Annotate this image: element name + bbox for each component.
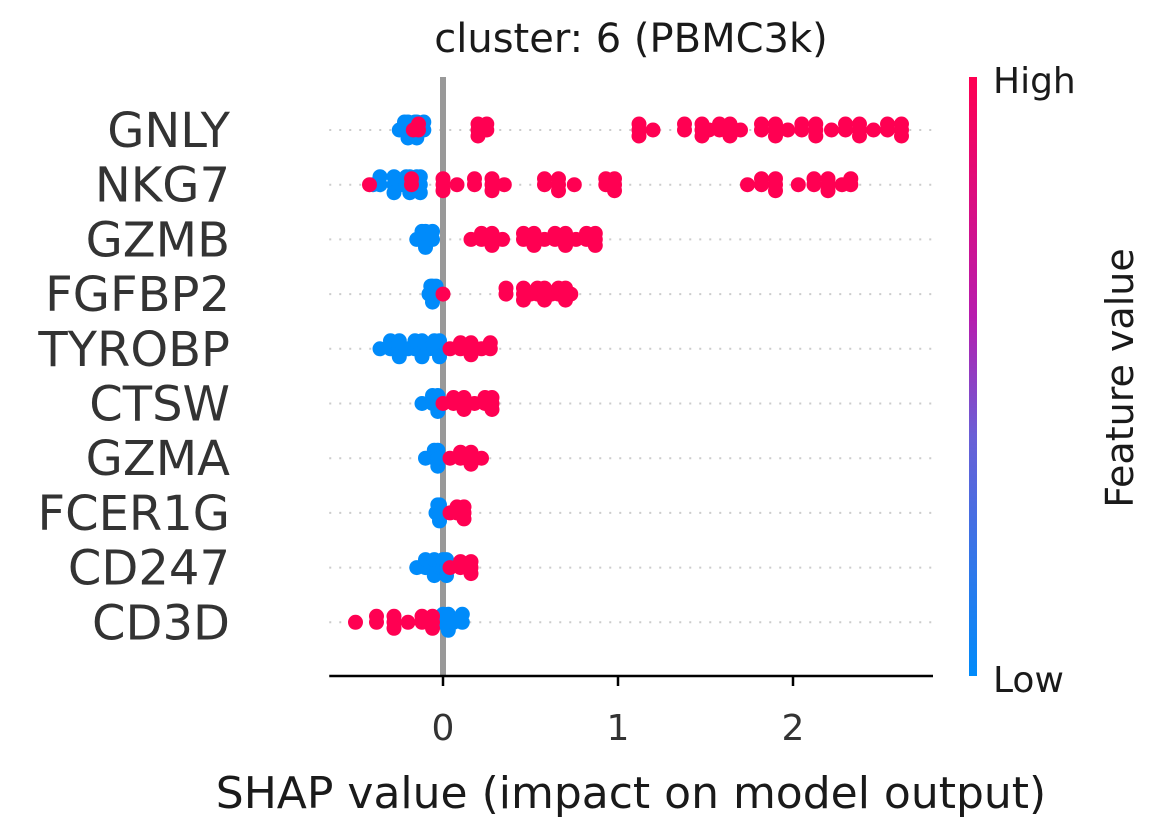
shap-point: [631, 116, 647, 132]
feature-labels: GNLYNKG7GZMBFGFBP2TYROBPCTSWGZMAFCER1GCD…: [37, 103, 230, 651]
shap-point: [551, 183, 566, 199]
shap-point: [496, 177, 512, 193]
colorbar: [969, 77, 977, 676]
shap-point: [733, 122, 748, 138]
shap-point: [404, 171, 419, 187]
shap-point: [482, 335, 498, 351]
shap-point: [425, 620, 440, 636]
shap-point: [435, 286, 451, 302]
shap-point: [587, 237, 603, 253]
shap-point: [880, 116, 895, 132]
shap-point: [754, 116, 769, 132]
shap-point: [432, 333, 447, 349]
chart-title: cluster: 6 (PBMC3k): [434, 16, 828, 62]
shap-point: [894, 116, 909, 132]
shap-point: [794, 116, 810, 132]
shap-point: [484, 390, 500, 405]
shap-point: [386, 620, 402, 636]
shap-point: [425, 223, 440, 239]
shap-point: [432, 450, 447, 466]
colorbar-title: Feature value: [1098, 248, 1142, 507]
feature-label: CD3D: [92, 595, 230, 651]
shap-point: [843, 171, 859, 187]
shap-point: [498, 280, 514, 296]
feature-label: CD247: [68, 541, 230, 597]
shap-point: [362, 177, 377, 193]
shap-point: [607, 183, 622, 199]
shap-point: [754, 171, 769, 187]
feature-label: TYROBP: [37, 322, 230, 378]
shap-point: [768, 183, 783, 199]
x-axis-label: SHAP value (impact on model output): [216, 768, 1046, 819]
feature-label: GNLY: [107, 103, 230, 159]
shap-point: [484, 171, 500, 187]
shap-point: [463, 566, 479, 582]
shap-point: [820, 171, 836, 187]
x-tick-label: 2: [782, 708, 805, 749]
x-tick-label: 0: [432, 708, 455, 749]
shap-point: [838, 116, 853, 132]
shap-point: [587, 225, 603, 241]
shap-point: [551, 171, 566, 187]
shap-point: [563, 286, 579, 302]
shap-point: [808, 116, 824, 132]
colorbar-high-label: High: [993, 61, 1076, 102]
shap-point: [495, 231, 510, 247]
shap-point: [435, 171, 451, 187]
shap-point: [566, 177, 582, 193]
shap-point: [474, 450, 489, 466]
feature-label: FGFBP2: [45, 267, 230, 323]
shap-point: [467, 171, 482, 187]
row-gridlines: [329, 129, 933, 624]
shap-point: [372, 169, 388, 185]
shap-point: [820, 183, 836, 199]
shap-point: [369, 608, 384, 624]
shap-point: [386, 608, 402, 624]
feature-label: FCER1G: [37, 486, 230, 542]
shap-point: [607, 171, 622, 187]
shap-point: [740, 177, 755, 193]
shap-point: [454, 606, 470, 622]
shap-point: [435, 183, 451, 199]
shap-point: [414, 396, 430, 411]
shap-point: [411, 116, 426, 132]
shap-point: [806, 171, 822, 187]
feature-label: CTSW: [89, 377, 230, 433]
shap-point: [631, 128, 647, 144]
shap-point: [479, 116, 495, 132]
shap-point: [400, 614, 416, 630]
feature-label: NKG7: [95, 158, 230, 214]
shap-point: [852, 116, 867, 132]
colorbar-low-label: Low: [993, 660, 1064, 701]
shap-point: [432, 349, 447, 365]
shap-point: [780, 122, 796, 138]
shap-point: [425, 608, 440, 624]
shap-point: [484, 183, 500, 199]
shap-point: [768, 116, 783, 132]
shap-point: [894, 128, 909, 144]
shap-point: [768, 128, 783, 144]
x-axis-ticks: 0 1 2: [432, 676, 805, 749]
shap-point: [824, 122, 839, 138]
x-tick-label: 1: [607, 708, 630, 749]
shap-point: [463, 554, 479, 570]
shap-point: [449, 177, 465, 193]
shap-point: [866, 122, 881, 138]
feature-label: GZMB: [86, 212, 230, 268]
shap-point: [372, 341, 388, 357]
shap-point: [484, 402, 500, 417]
shap-points: [348, 114, 909, 638]
feature-label: GZMA: [86, 431, 230, 487]
shap-point: [645, 122, 661, 138]
shap-point: [768, 171, 783, 187]
shap-point: [790, 177, 806, 193]
shap-point: [852, 128, 867, 144]
shap-point: [456, 511, 472, 527]
shap-point: [537, 171, 552, 187]
shap-point: [348, 614, 363, 630]
shap-point: [677, 116, 692, 132]
shap-point: [808, 128, 824, 144]
shap-point: [456, 499, 472, 515]
